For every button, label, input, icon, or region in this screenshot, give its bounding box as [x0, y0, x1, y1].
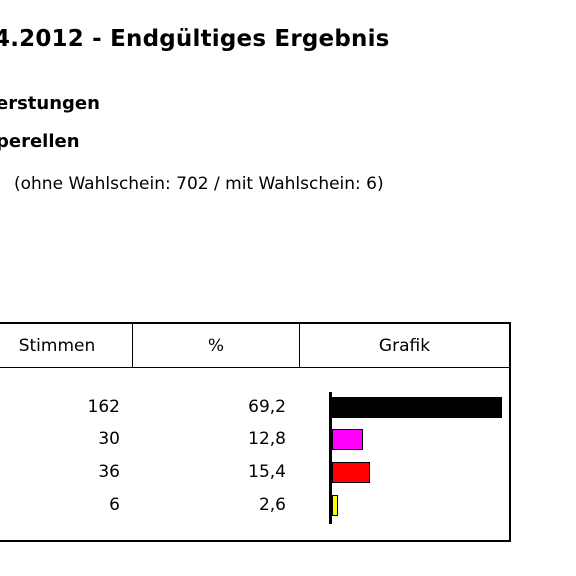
column-header-grafik: Grafik: [378, 336, 431, 356]
table-row: 30 12,8: [0, 425, 509, 454]
table-row: 6 2,6: [0, 491, 509, 520]
results-table-header: Stimmen % Grafik: [0, 324, 509, 368]
percent-cell: 12,8: [248, 429, 286, 449]
section-subheading: perellen: [0, 131, 80, 152]
votes-cell: 162: [87, 397, 120, 417]
column-header-percent: %: [133, 324, 300, 367]
bar-axis: [329, 392, 332, 524]
result-bar: [332, 462, 370, 483]
percent-cell: 15,4: [248, 462, 286, 482]
votes-cell: 30: [98, 429, 120, 449]
votes-cell: 36: [98, 462, 120, 482]
result-bar: [332, 495, 338, 516]
results-table: Stimmen % Grafik 162 69,2 30 12,8 36 15,…: [0, 322, 511, 542]
table-row: 36 15,4: [0, 458, 509, 487]
result-bar: [332, 429, 363, 450]
votes-cell: 6: [109, 495, 120, 515]
table-row: 162 69,2: [0, 393, 509, 422]
result-bar: [332, 397, 502, 418]
section-heading: erstungen: [0, 93, 100, 114]
percent-cell: 2,6: [258, 495, 286, 515]
column-header-stimmen: Stimmen: [0, 324, 133, 367]
percent-cell: 69,2: [248, 397, 286, 417]
voters-note: (ohne Wahlschein: 702 / mit Wahlschein: …: [14, 174, 384, 194]
page-title: 4.2012 - Endgültiges Ergebnis: [0, 26, 390, 52]
column-header-stimmen-label: Stimmen: [18, 336, 96, 356]
